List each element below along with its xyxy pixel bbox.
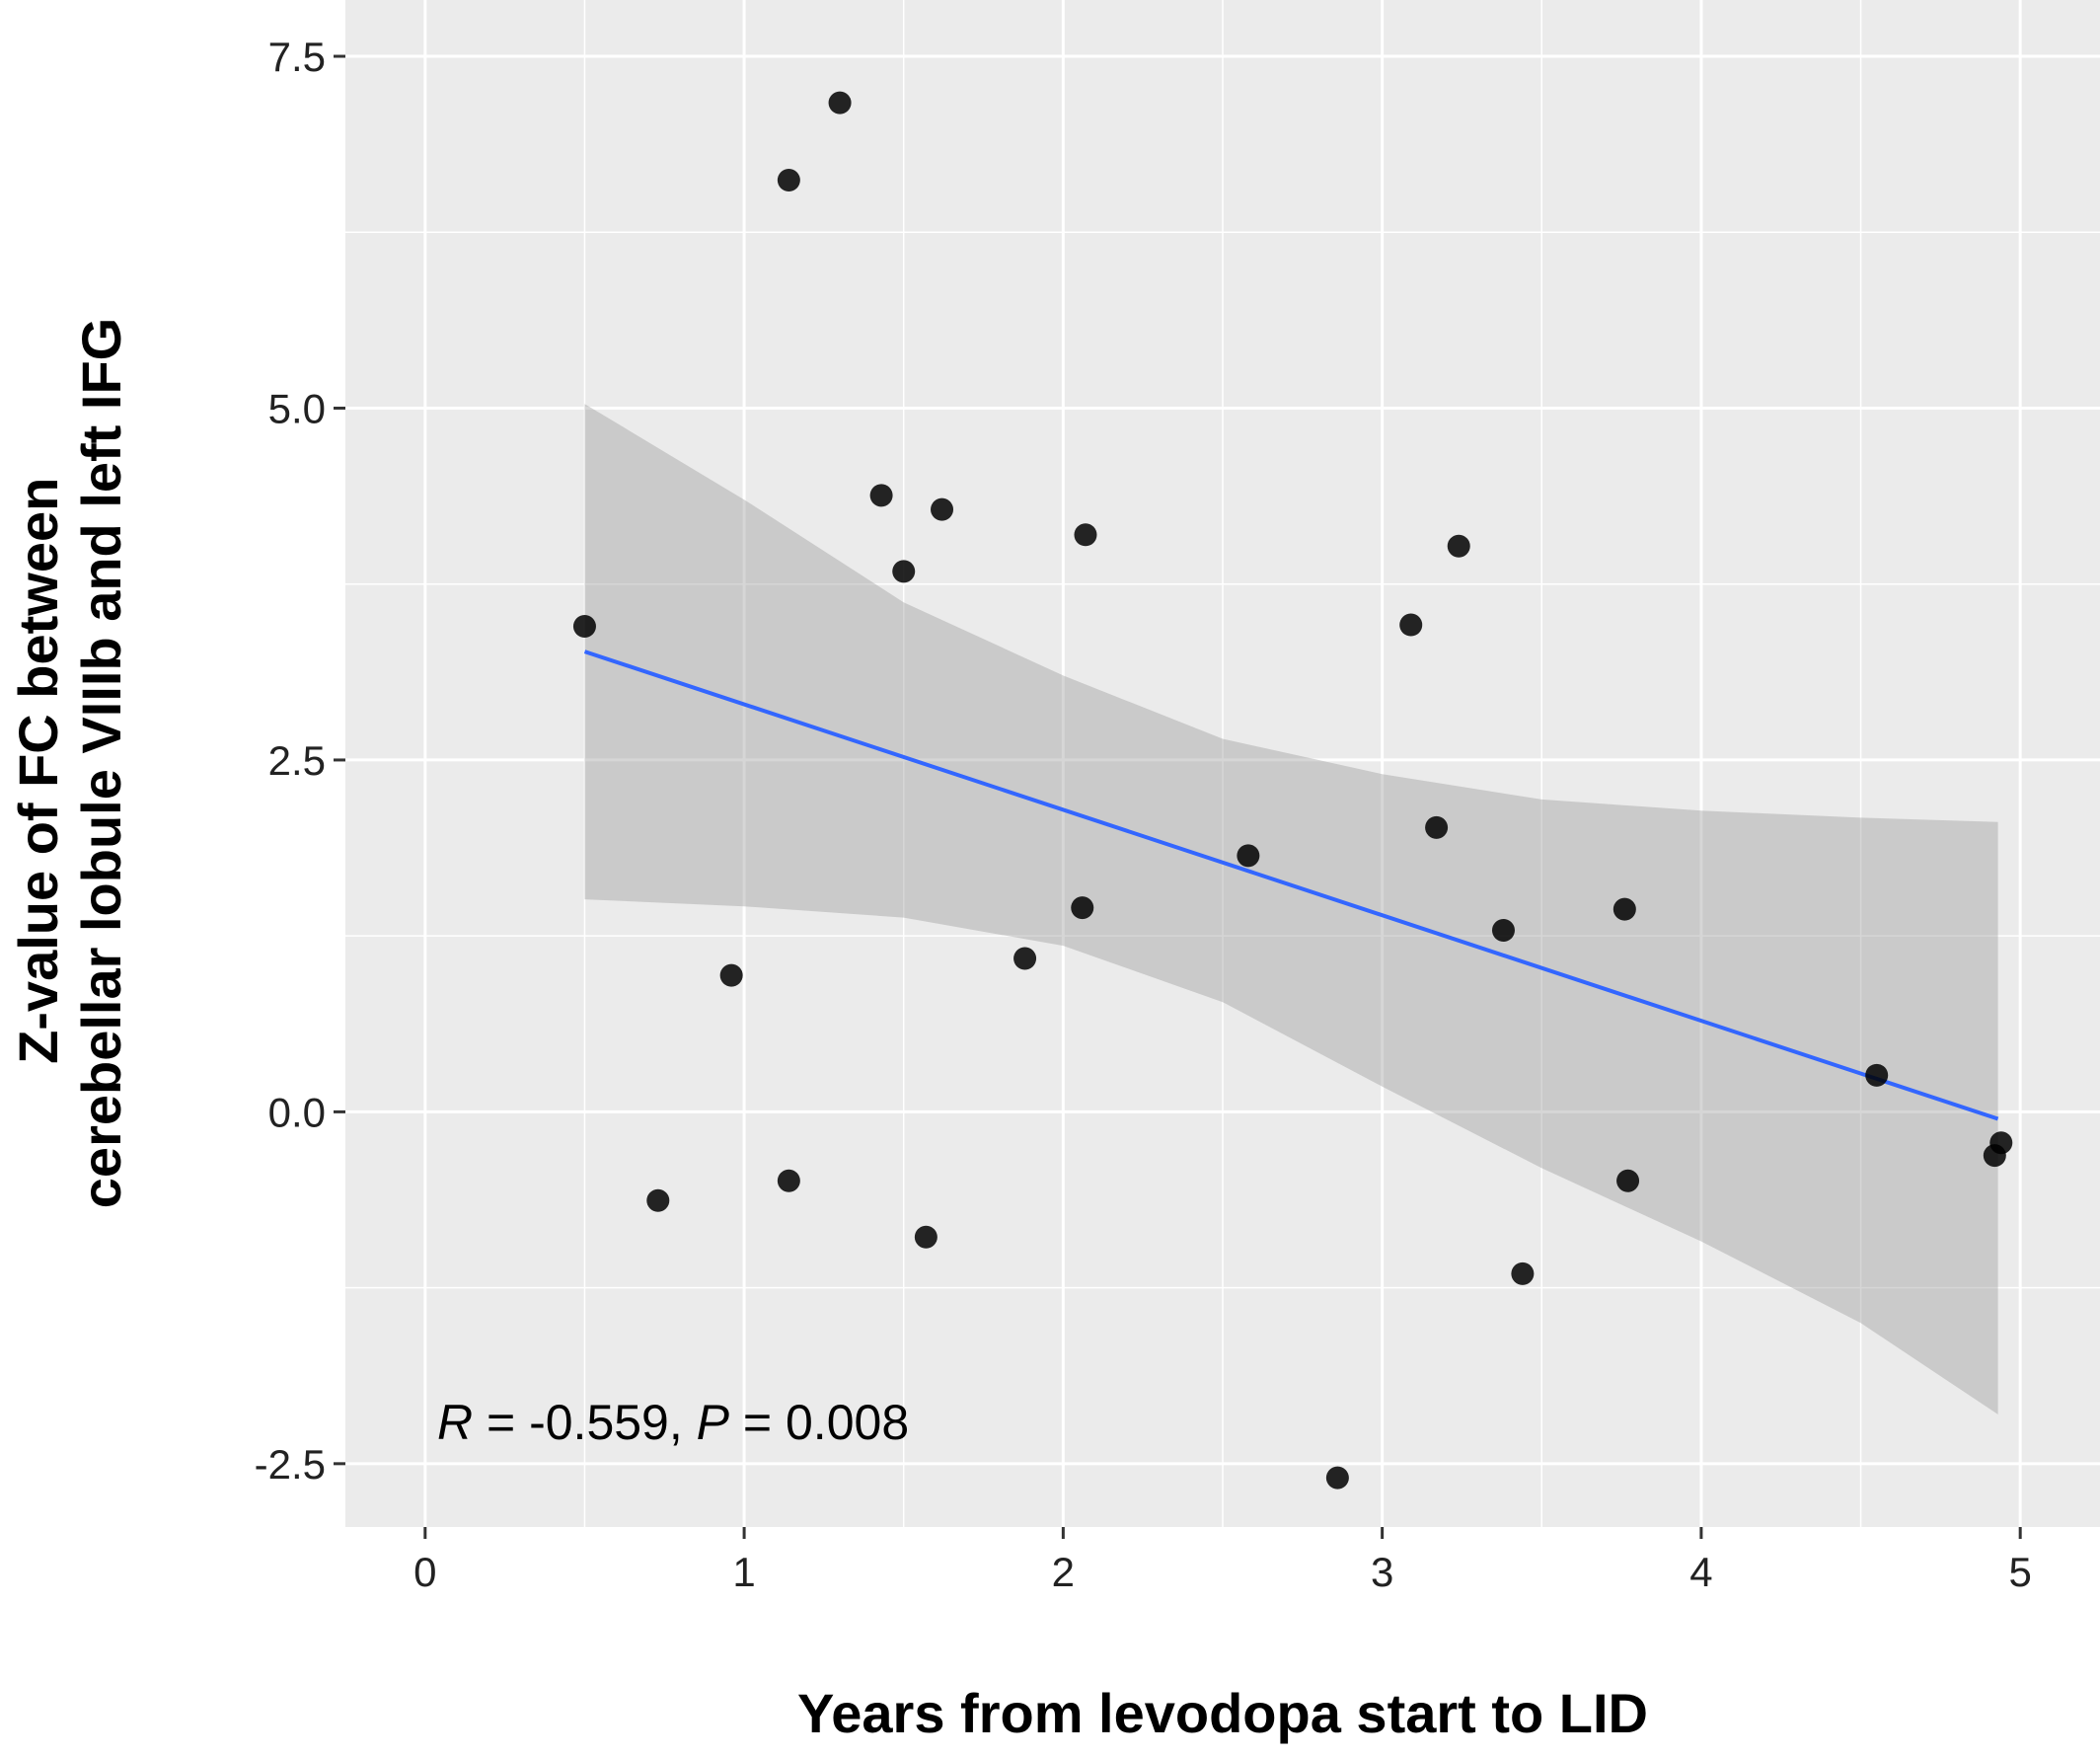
y-axis-title: Z-value of FC between cerebellar lobule …	[7, 318, 132, 1208]
data-point	[869, 484, 893, 507]
x-tick-label: 4	[1689, 1549, 1712, 1595]
y-tick-label: 0.0	[268, 1089, 326, 1135]
y-tick-label: -2.5	[255, 1441, 326, 1488]
data-point	[931, 497, 954, 521]
p-label: P	[697, 1395, 730, 1450]
x-tick-label: 5	[2009, 1549, 2032, 1595]
data-point	[828, 91, 852, 115]
data-point	[1616, 1169, 1640, 1192]
data-point	[1989, 1131, 2013, 1155]
x-tick-label: 2	[1052, 1549, 1075, 1595]
x-tick-label: 0	[413, 1549, 436, 1595]
x-tick-label: 1	[732, 1549, 755, 1595]
y-axis-title-line-1: Z-value of FC between	[7, 478, 69, 1064]
r-value: = -0.559,	[473, 1395, 697, 1450]
data-point	[777, 169, 800, 192]
x-axis-ticks: 0 1 2 3 4 5	[413, 1527, 2032, 1595]
minor-gridlines	[345, 0, 2100, 1527]
data-point	[1071, 896, 1094, 920]
y-tick-label: 7.5	[268, 34, 326, 80]
regression-line	[583, 650, 1999, 1121]
data-point	[1237, 844, 1260, 868]
y-axis-title-line-2: cerebellar lobule VIIIb and left IFG	[70, 318, 132, 1208]
data-point	[914, 1225, 938, 1249]
p-value: = 0.008	[729, 1395, 909, 1450]
data-point	[1865, 1063, 1889, 1087]
data-point	[572, 614, 596, 638]
data-point	[1325, 1466, 1349, 1490]
data-point	[1074, 523, 1097, 547]
r-label: R	[437, 1395, 473, 1450]
data-point	[1491, 918, 1515, 942]
data-point	[719, 963, 743, 987]
data-point	[777, 1169, 800, 1192]
data-point	[1013, 947, 1037, 970]
x-axis-title: Years from levodopa start to LID	[797, 1682, 1648, 1744]
data-points	[572, 91, 2013, 1490]
major-gridlines	[345, 0, 2100, 1527]
data-point	[1425, 815, 1449, 839]
correlation-annotation: R = -0.559, P = 0.008	[437, 1395, 909, 1450]
data-point	[1612, 897, 1636, 921]
y-tick-label: 2.5	[268, 737, 326, 784]
y-tick-label: 5.0	[268, 385, 326, 431]
data-point	[1511, 1261, 1535, 1285]
confidence-band	[584, 404, 1998, 1414]
x-tick-label: 3	[1371, 1549, 1393, 1595]
data-point	[646, 1188, 670, 1212]
data-point	[892, 560, 916, 583]
y-axis-ticks: -2.5 0.0 2.5 5.0 7.5	[255, 34, 345, 1488]
data-point	[1399, 613, 1423, 637]
data-point	[1447, 534, 1470, 558]
